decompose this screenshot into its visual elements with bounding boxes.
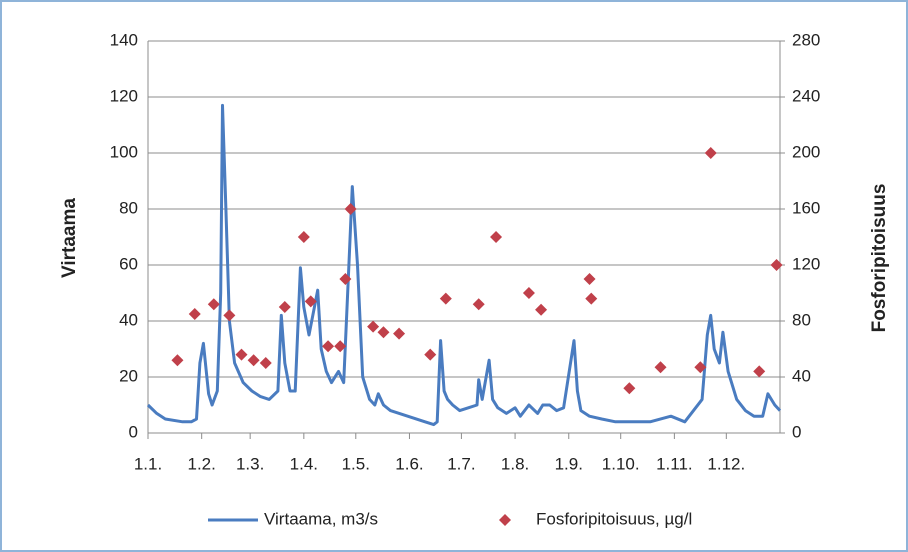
legend-label: Virtaama, m3/s bbox=[264, 509, 378, 528]
point bbox=[623, 382, 636, 395]
point bbox=[490, 231, 503, 243]
y2-tick-label: 160 bbox=[792, 198, 820, 217]
point bbox=[235, 348, 248, 361]
y2-tick-label: 280 bbox=[792, 30, 820, 49]
y-tick-label: 60 bbox=[119, 254, 138, 273]
y-tick-label: 100 bbox=[110, 142, 138, 161]
x-tick-label: 1.6. bbox=[395, 454, 423, 473]
y2-tick-label: 80 bbox=[792, 310, 811, 329]
y2-tick-label: 120 bbox=[792, 254, 820, 273]
x-tick-label: 1.5. bbox=[342, 454, 370, 473]
point bbox=[753, 365, 766, 378]
y2-tick-label: 0 bbox=[792, 422, 801, 441]
y2-tick-label: 200 bbox=[792, 142, 820, 161]
point bbox=[344, 203, 357, 215]
point bbox=[704, 147, 717, 159]
x-tick-label: 1.1. bbox=[134, 454, 162, 473]
y-tick-label: 20 bbox=[119, 366, 138, 385]
point bbox=[207, 298, 220, 311]
point bbox=[770, 259, 783, 271]
point bbox=[259, 357, 272, 369]
point bbox=[522, 287, 535, 299]
point bbox=[583, 273, 596, 285]
y2-tick-label: 240 bbox=[792, 86, 820, 105]
legend-swatch bbox=[499, 514, 511, 526]
y2-tick-label: 40 bbox=[792, 366, 811, 385]
x-tick-label: 1.10. bbox=[602, 454, 640, 473]
point bbox=[334, 340, 347, 353]
point bbox=[694, 361, 707, 374]
legend-label: Fosforipitoisuus, µg/l bbox=[536, 509, 692, 528]
point bbox=[439, 292, 452, 305]
x-tick-label: 1.12. bbox=[707, 454, 745, 473]
y-tick-label: 40 bbox=[119, 310, 138, 329]
point bbox=[322, 340, 335, 353]
x-tick-label: 1.2. bbox=[187, 454, 215, 473]
point bbox=[535, 303, 548, 316]
point bbox=[171, 354, 184, 367]
y-tick-label: 80 bbox=[119, 198, 138, 217]
point bbox=[654, 361, 667, 374]
y-axis-title: Virtaama bbox=[59, 198, 80, 278]
x-tick-label: 1.7. bbox=[447, 454, 475, 473]
point bbox=[339, 273, 352, 285]
point bbox=[585, 292, 598, 305]
point bbox=[297, 231, 310, 243]
point bbox=[247, 354, 260, 367]
y2-axis-title: Fosforipitoisuus bbox=[869, 184, 890, 333]
point bbox=[367, 320, 380, 333]
point bbox=[393, 327, 406, 340]
point bbox=[424, 348, 437, 361]
point bbox=[472, 298, 485, 311]
x-tick-label: 1.8. bbox=[501, 454, 529, 473]
x-tick-label: 1.9. bbox=[555, 454, 583, 473]
x-tick-label: 1.3. bbox=[236, 454, 264, 473]
flow-line bbox=[146, 103, 782, 427]
point bbox=[377, 326, 390, 339]
point bbox=[223, 309, 236, 322]
y-tick-label: 140 bbox=[110, 30, 138, 49]
point bbox=[188, 308, 201, 320]
point bbox=[278, 301, 291, 313]
point bbox=[304, 295, 317, 308]
x-tick-label: 1.4. bbox=[290, 454, 318, 473]
y-tick-label: 0 bbox=[129, 422, 138, 441]
y-tick-label: 120 bbox=[110, 86, 138, 105]
x-tick-label: 1.11. bbox=[656, 454, 693, 473]
